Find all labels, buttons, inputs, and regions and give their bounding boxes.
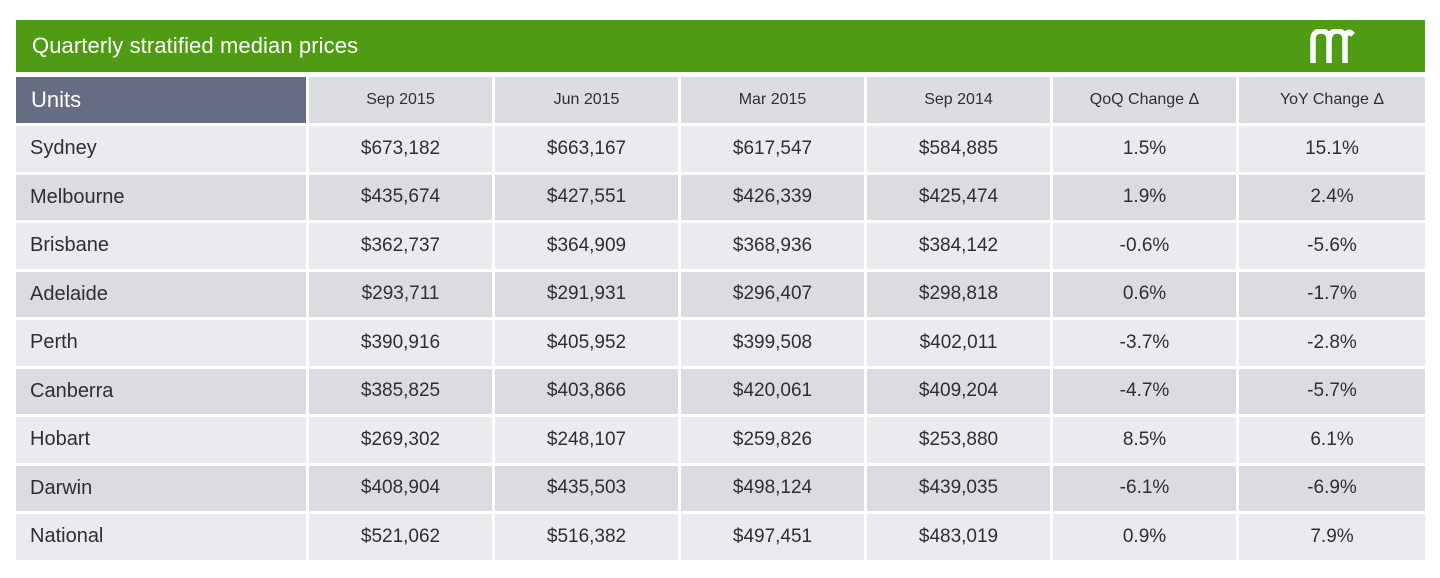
value-cell: 15.1% [1239, 126, 1425, 172]
value-cell: $385,825 [309, 368, 492, 414]
value-cell: $390,916 [309, 320, 492, 366]
value-cell: $420,061 [681, 368, 864, 414]
column-header-cell: Sep 2014 [867, 77, 1050, 123]
value-cell: $425,474 [867, 174, 1050, 220]
column-header-cell: Mar 2015 [681, 77, 864, 123]
value-cell: -0.6% [1053, 223, 1236, 269]
value-cell: $368,936 [681, 223, 864, 269]
value-cell: -3.7% [1053, 320, 1236, 366]
value-cell: $427,551 [495, 174, 678, 220]
column-header-cell: Sep 2015 [309, 77, 492, 123]
city-name-cell: Canberra [16, 368, 306, 414]
domain-m-logo-icon [1310, 29, 1355, 63]
value-cell: $408,904 [309, 465, 492, 511]
value-cell: $362,737 [309, 223, 492, 269]
value-cell: $248,107 [495, 417, 678, 463]
value-cell: $521,062 [309, 514, 492, 560]
value-cell: $405,952 [495, 320, 678, 366]
column-header-cell: YoY Change Δ [1239, 77, 1425, 123]
value-cell: $426,339 [681, 174, 864, 220]
value-cell: $399,508 [681, 320, 864, 366]
value-cell: $259,826 [681, 417, 864, 463]
value-cell: $364,909 [495, 223, 678, 269]
city-name-cell: Sydney [16, 126, 306, 172]
value-cell: $497,451 [681, 514, 864, 560]
value-cell: $435,503 [495, 465, 678, 511]
value-cell: $435,674 [309, 174, 492, 220]
value-cell: $291,931 [495, 271, 678, 317]
city-name-cell: Perth [16, 320, 306, 366]
value-cell: $584,885 [867, 126, 1050, 172]
value-cell: $293,711 [309, 271, 492, 317]
value-cell: $296,407 [681, 271, 864, 317]
value-cell: -4.7% [1053, 368, 1236, 414]
value-cell: $617,547 [681, 126, 864, 172]
value-cell: $483,019 [867, 514, 1050, 560]
units-header-cell: Units [16, 77, 306, 123]
column-header-cell: QoQ Change Δ [1053, 77, 1236, 123]
value-cell: $253,880 [867, 417, 1050, 463]
city-name-cell: Melbourne [16, 174, 306, 220]
value-cell: -5.6% [1239, 223, 1425, 269]
value-cell: -5.7% [1239, 368, 1425, 414]
median-price-table: Units Sep 2015 Jun 2015 Mar 2015 Sep 2014 QoQ… [16, 77, 1425, 560]
city-name-cell: Adelaide [16, 271, 306, 317]
value-cell: $498,124 [681, 465, 864, 511]
value-cell: 6.1% [1239, 417, 1425, 463]
column-header-cell: Jun 2015 [495, 77, 678, 123]
value-cell: $516,382 [495, 514, 678, 560]
table-title: Quarterly stratified median prices [32, 33, 359, 58]
price-table-panel: Quarterly stratified median prices Units… [16, 20, 1425, 560]
value-cell: 1.5% [1053, 126, 1236, 172]
value-cell: 0.6% [1053, 271, 1236, 317]
value-cell: $673,182 [309, 126, 492, 172]
value-cell: -6.1% [1053, 465, 1236, 511]
value-cell: 0.9% [1053, 514, 1236, 560]
value-cell: -1.7% [1239, 271, 1425, 317]
title-bar: Quarterly stratified median prices [16, 20, 1425, 72]
value-cell: 1.9% [1053, 174, 1236, 220]
city-name-cell: National [16, 514, 306, 560]
city-name-cell: Darwin [16, 465, 306, 511]
value-cell: $384,142 [867, 223, 1050, 269]
value-cell: -6.9% [1239, 465, 1425, 511]
value-cell: 8.5% [1053, 417, 1236, 463]
city-name-cell: Brisbane [16, 223, 306, 269]
value-cell: $269,302 [309, 417, 492, 463]
value-cell: $403,866 [495, 368, 678, 414]
value-cell: 7.9% [1239, 514, 1425, 560]
value-cell: $409,204 [867, 368, 1050, 414]
city-name-cell: Hobart [16, 417, 306, 463]
value-cell: $439,035 [867, 465, 1050, 511]
value-cell: $402,011 [867, 320, 1050, 366]
value-cell: $298,818 [867, 271, 1050, 317]
value-cell: $663,167 [495, 126, 678, 172]
value-cell: 2.4% [1239, 174, 1425, 220]
value-cell: -2.8% [1239, 320, 1425, 366]
